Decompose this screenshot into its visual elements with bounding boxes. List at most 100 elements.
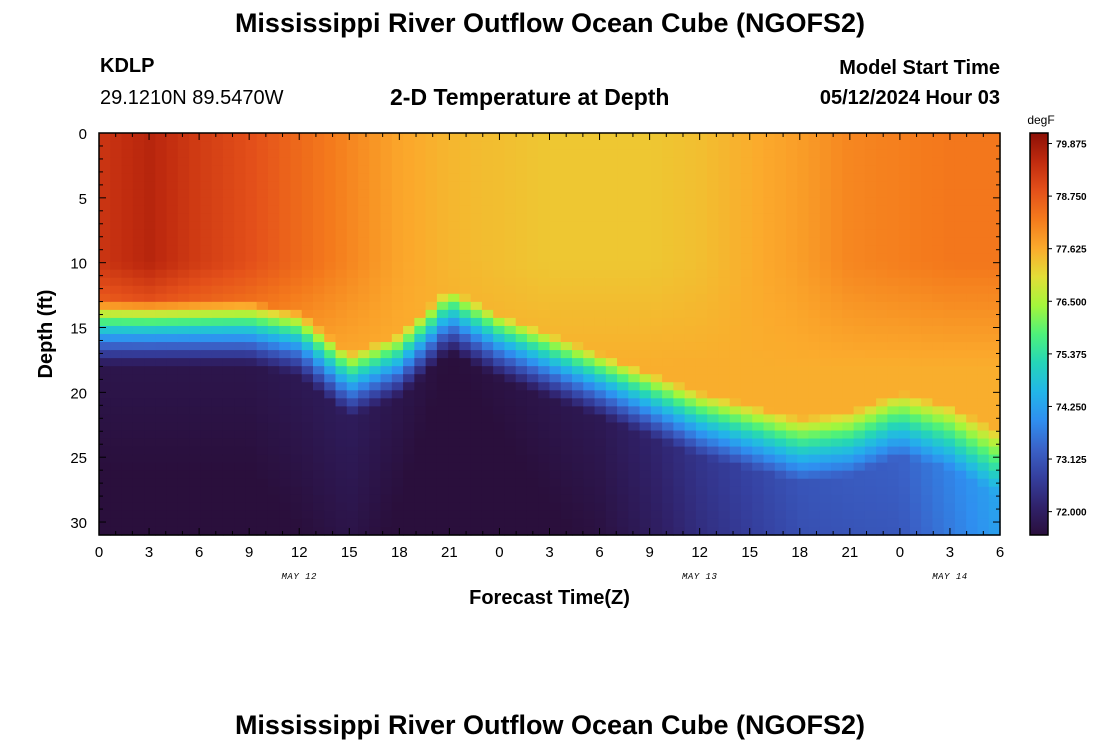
heatmap-cell xyxy=(819,253,832,263)
heatmap-cell xyxy=(369,317,382,327)
heatmap-cell xyxy=(628,526,641,536)
heatmap-cell xyxy=(189,438,201,448)
heatmap-cell xyxy=(279,342,292,351)
heatmap-cell xyxy=(943,502,956,512)
heatmap-cell xyxy=(662,141,674,150)
heatmap-cell xyxy=(752,374,765,383)
heatmap-cell xyxy=(898,309,911,319)
heatmap-cell xyxy=(763,149,776,158)
heatmap-cell xyxy=(144,502,156,512)
y-tick-label: 20 xyxy=(70,385,87,402)
heatmap-cell xyxy=(617,141,629,150)
heatmap-cell xyxy=(909,213,922,223)
heatmap-cell xyxy=(684,253,697,263)
heatmap-cell xyxy=(662,173,674,182)
heatmap-cell xyxy=(279,197,292,206)
heatmap-cell xyxy=(369,197,382,206)
heatmap-cell xyxy=(966,141,979,150)
heatmap-cell xyxy=(876,197,888,206)
heatmap-cell xyxy=(155,133,168,142)
heatmap-cell xyxy=(414,478,427,488)
heatmap-cell xyxy=(774,149,787,158)
heatmap-cell xyxy=(684,285,697,295)
heatmap-cell xyxy=(594,181,607,190)
heatmap-cell xyxy=(177,510,190,520)
heatmap-cell xyxy=(774,382,787,391)
x-tick-label: 12 xyxy=(691,544,708,561)
heatmap-cell xyxy=(988,454,1001,464)
heatmap-cell xyxy=(572,478,584,488)
heatmap-cell xyxy=(763,510,776,520)
heatmap-cell xyxy=(718,406,731,415)
heatmap-cell xyxy=(718,141,731,150)
heatmap-cell xyxy=(526,462,539,472)
heatmap-cell xyxy=(279,350,292,359)
heatmap-cell xyxy=(594,197,607,206)
heatmap-cell xyxy=(493,494,506,504)
heatmap-cell xyxy=(346,398,359,407)
heatmap-cell xyxy=(932,470,945,480)
heatmap-cell xyxy=(628,510,641,520)
heatmap-cell xyxy=(763,438,776,448)
heatmap-cell xyxy=(335,269,348,279)
heatmap-cell xyxy=(583,462,596,472)
heatmap-cell xyxy=(166,526,179,536)
heatmap-cell xyxy=(335,205,348,214)
heatmap-cell xyxy=(932,390,945,399)
heatmap-cell xyxy=(605,285,618,295)
heatmap-cell xyxy=(853,422,866,432)
heatmap-cell xyxy=(538,526,551,536)
heatmap-cell xyxy=(673,454,686,464)
heatmap-cell xyxy=(864,518,877,528)
heatmap-cell xyxy=(211,502,224,512)
heatmap-cell xyxy=(808,173,821,182)
heatmap-cell xyxy=(808,293,821,303)
heatmap-cell xyxy=(144,366,156,375)
heatmap-cell xyxy=(954,141,967,150)
heatmap-cell xyxy=(425,518,438,528)
heatmap-cell xyxy=(380,470,393,480)
heatmap-cell xyxy=(526,325,539,335)
heatmap-cell xyxy=(335,197,348,206)
heatmap-cell xyxy=(752,309,765,319)
heatmap-cell xyxy=(943,366,956,375)
heatmap-cell xyxy=(707,157,720,166)
heatmap-cell xyxy=(121,478,134,488)
heatmap-cell xyxy=(132,181,145,190)
x-tick-label: 12 xyxy=(291,544,308,561)
heatmap-cell xyxy=(819,261,832,271)
heatmap-cell xyxy=(358,446,370,456)
heatmap-cell xyxy=(988,325,1001,335)
y-axis-label: Depth (ft) xyxy=(35,290,57,379)
heatmap-cell xyxy=(538,229,551,239)
heatmap-cell xyxy=(132,470,145,480)
heatmap-cell xyxy=(853,269,866,279)
heatmap-cell xyxy=(572,390,584,399)
heatmap-cell xyxy=(538,470,551,480)
heatmap-cell xyxy=(684,478,697,488)
heatmap-cell xyxy=(425,526,438,536)
heatmap-cell xyxy=(267,165,280,174)
heatmap-cell xyxy=(267,446,280,456)
heatmap-cell xyxy=(707,269,720,279)
heatmap-cell xyxy=(898,157,911,166)
heatmap-cell xyxy=(222,478,235,488)
heatmap-cell xyxy=(707,526,720,536)
heatmap-cell xyxy=(617,502,629,512)
heatmap-cell xyxy=(617,261,629,271)
heatmap-cell xyxy=(594,382,607,391)
heatmap-cell xyxy=(290,229,303,239)
heatmap-cell xyxy=(448,478,460,488)
heatmap-cell xyxy=(234,478,247,488)
heatmap-cell xyxy=(459,277,472,287)
heatmap-cell xyxy=(718,213,731,223)
heatmap-cell xyxy=(380,221,393,231)
heatmap-cell xyxy=(909,518,922,528)
heatmap-cell xyxy=(256,510,269,520)
heatmap-cell xyxy=(538,253,551,263)
heatmap-cell xyxy=(729,277,742,287)
heatmap-cell xyxy=(369,229,382,239)
heatmap-cell xyxy=(774,157,787,166)
heatmap-cell xyxy=(211,269,224,279)
plot-title: 2-D Temperature at Depth xyxy=(390,84,670,110)
